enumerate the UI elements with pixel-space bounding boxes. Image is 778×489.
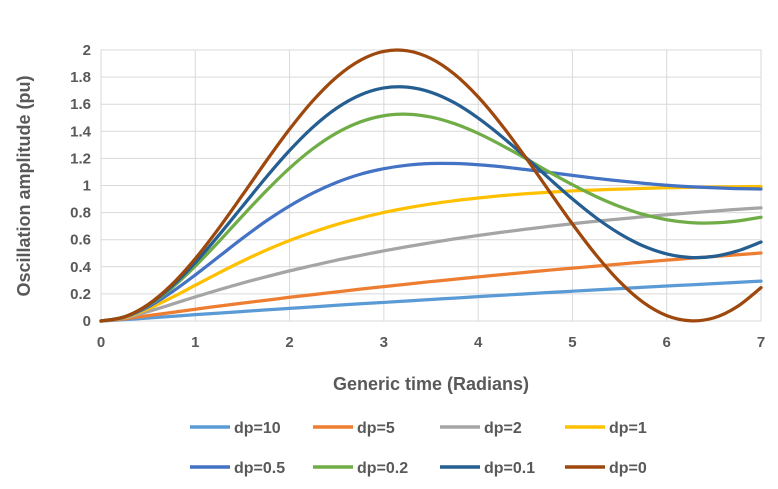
legend-label: dp=0.2 [357, 460, 408, 477]
legend-item: dp=1 [565, 420, 647, 437]
y-tick-label: 0.8 [70, 205, 91, 222]
legend-item: dp=10 [190, 420, 281, 437]
legend-item: dp=0.5 [190, 460, 285, 477]
series-line-dp=0 [99, 48, 763, 323]
y-tick-label: 1.4 [70, 123, 92, 140]
series-layer [99, 48, 763, 323]
tick-layer: 0 0.2 0.4 0.6 0.8 1 1.2 1.4 1.6 1.8 2 0 1 2 3 4 5 6 7 [70, 42, 765, 351]
y-tick-label: 1.6 [70, 96, 91, 113]
x-tick-label: 3 [380, 334, 388, 351]
x-tick-label: 7 [757, 334, 765, 351]
series-line-dp=2 [99, 206, 763, 323]
series-line-dp=1 [99, 184, 763, 323]
x-tick-label: 0 [97, 334, 105, 351]
series-line-dp=0.1 [99, 85, 763, 323]
series-line-dp=0.5 [99, 161, 763, 323]
legend-label: dp=1 [609, 420, 647, 437]
y-tick-label: 0.4 [70, 259, 92, 276]
legend-label: dp=0.1 [484, 460, 535, 477]
y-tick-label: 0.6 [70, 232, 91, 249]
legend-item: dp=2 [440, 420, 522, 437]
legend-item: dp=5 [313, 420, 395, 437]
y-tick-label: 2 [83, 42, 91, 59]
legend-item: dp=0.1 [440, 460, 535, 477]
y-tick-label: 1.2 [70, 150, 91, 167]
series-line-dp=0.2 [99, 112, 763, 323]
legend-label: dp=10 [234, 420, 281, 437]
legend-item: dp=0 [565, 460, 647, 477]
legend-label: dp=0 [609, 460, 647, 477]
y-tick-label: 0 [83, 313, 91, 330]
x-tick-label: 6 [663, 334, 671, 351]
x-tick-label: 2 [285, 334, 293, 351]
legend-label: dp=5 [357, 420, 395, 437]
legend-label: dp=0.5 [234, 460, 285, 477]
y-axis-title: Oscillation amplitude (pu) [14, 75, 34, 296]
x-tick-label: 4 [474, 334, 483, 351]
y-tick-label: 1 [83, 178, 91, 195]
y-tick-label: 1.8 [70, 69, 91, 86]
chart-legend: dp=10 dp=5 dp=2 dp=1 dp=0.5 dp=0.2 dp=0.1 dp=0 [190, 420, 647, 477]
legend-item: dp=0.2 [313, 460, 408, 477]
x-tick-label: 5 [568, 334, 576, 351]
x-axis-title: Generic time (Radians) [333, 374, 529, 394]
y-tick-label: 0.2 [70, 286, 91, 303]
x-tick-label: 1 [191, 334, 199, 351]
legend-label: dp=2 [484, 420, 522, 437]
series-line-dp=5 [99, 251, 763, 323]
series-line-dp=10 [99, 279, 763, 323]
